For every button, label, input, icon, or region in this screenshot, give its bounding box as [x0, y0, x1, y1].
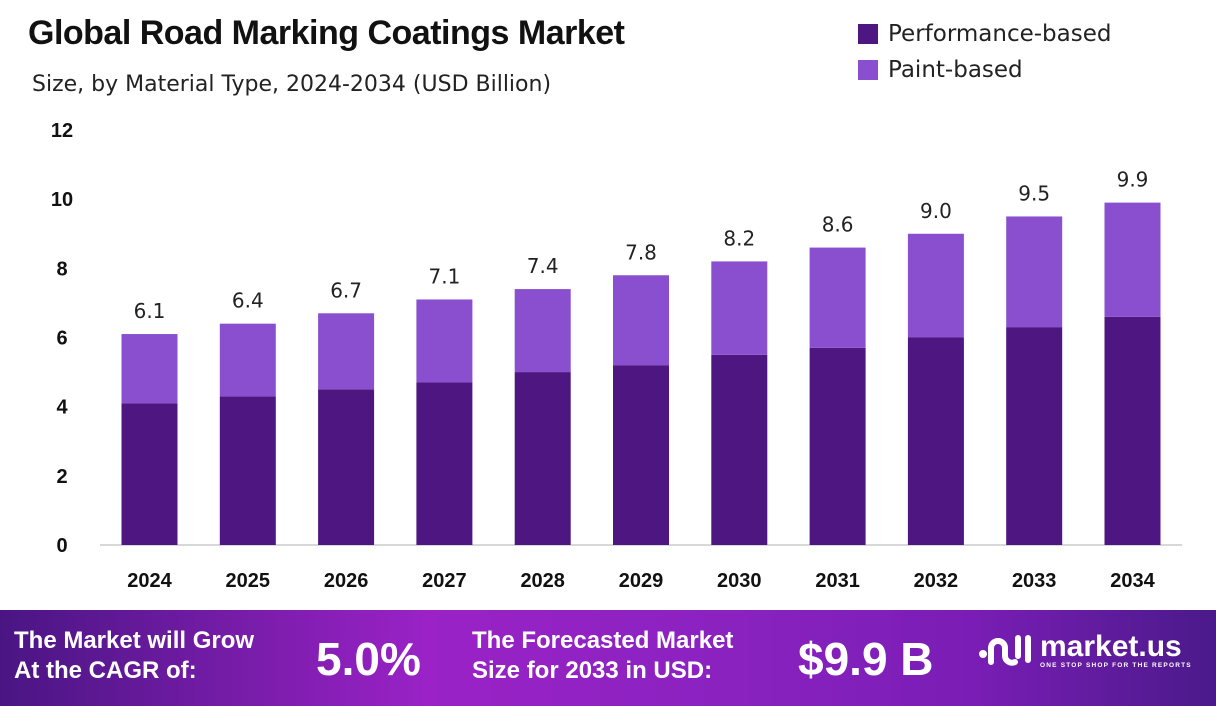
legend-label: Performance-based [888, 21, 1112, 47]
bar-segment-paint [416, 299, 473, 383]
data-label: 8.2 [723, 226, 755, 250]
bar-segment-paint [907, 233, 964, 338]
brand-logo: market.us ONE STOP SHOP FOR THE REPORTS [978, 630, 1192, 670]
x-tick-label: 2028 [520, 570, 565, 592]
legend-item-performance: Performance-based [858, 16, 1111, 52]
y-tick-label: 10 [51, 189, 73, 211]
x-tick-label: 2024 [127, 570, 172, 592]
bar-chart: 0 2 4 6 8 10 12 6.1 2024 6.4 2025 6.7 2026 7.1 2027 7.4… [51, 120, 1182, 592]
forecast-label: The Forecasted Market Size for 2033 in US… [472, 626, 733, 686]
cagr-label-line: At the CAGR of: [14, 657, 197, 684]
x-tick-label: 2025 [226, 570, 271, 592]
data-label: 7.4 [527, 254, 559, 278]
x-tick-label: 2026 [324, 570, 369, 592]
data-label: 7.1 [428, 264, 460, 288]
y-tick-label: 2 [56, 466, 67, 488]
data-label: 9.9 [1117, 168, 1149, 192]
cagr-label: The Market will Grow At the CAGR of: [14, 626, 254, 686]
legend-swatch [858, 24, 878, 44]
footer-banner: The Market will Grow At the CAGR of: 5.0%… [0, 610, 1216, 706]
data-label: 9.0 [920, 199, 952, 223]
bar-segment-performance [514, 372, 571, 545]
bar-segment-performance [613, 365, 669, 545]
bar-segment-paint [514, 289, 571, 373]
y-tick-label: 8 [56, 258, 67, 280]
data-label: 6.1 [134, 299, 166, 323]
bar-segment-paint [318, 313, 375, 390]
bar-segment-performance [809, 347, 866, 545]
y-tick-label: 6 [56, 328, 67, 350]
legend-label: Paint-based [888, 57, 1023, 83]
legend-swatch [858, 60, 878, 80]
x-tick-label: 2034 [1110, 570, 1155, 592]
cagr-value: 5.0% [316, 633, 421, 685]
bar-segment-paint [711, 261, 768, 355]
data-label: 6.4 [232, 289, 264, 313]
bar-segment-performance [416, 382, 473, 545]
x-tick-label: 2031 [815, 570, 860, 592]
bar-segment-paint [219, 323, 276, 397]
y-tick-label: 4 [56, 397, 68, 419]
forecast-value: $9.9 B [798, 633, 934, 685]
chart-subtitle: Size, by Material Type, 2024-2034 (USD B… [32, 72, 552, 97]
legend: Performance-based Paint-based [858, 16, 1111, 88]
bar-segment-performance [219, 396, 276, 545]
bar-segment-paint [1006, 216, 1063, 328]
chart-title: Global Road Marking Coatings Market [28, 14, 625, 52]
bar-segment-performance [121, 403, 178, 545]
brand-name: market.us [1040, 629, 1182, 663]
legend-item-paint: Paint-based [858, 52, 1111, 88]
bar-segment-paint [809, 247, 866, 348]
data-label: 9.5 [1018, 181, 1050, 205]
logo-icon [979, 635, 1031, 666]
x-tick-label: 2027 [422, 570, 467, 592]
x-tick-label: 2032 [914, 570, 959, 592]
bar-segment-performance [907, 337, 964, 545]
bar-segment-performance [1006, 327, 1063, 545]
data-label: 8.6 [822, 213, 854, 237]
forecast-label-line: Size for 2033 in USD: [472, 657, 713, 684]
cagr-label-line: The Market will Grow [14, 627, 255, 654]
bar-segment-performance [318, 389, 375, 545]
bar-segment-performance [1104, 316, 1161, 545]
bar-segment-performance [711, 354, 768, 545]
bar-segment-paint [121, 334, 178, 404]
x-tick-label: 2033 [1012, 570, 1057, 592]
bar-segment-paint [613, 275, 669, 366]
x-tick-label: 2029 [619, 570, 664, 592]
y-tick-label: 12 [51, 120, 73, 142]
forecast-label-line: The Forecasted Market [472, 627, 734, 654]
brand-tagline: ONE STOP SHOP FOR THE REPORTS [1040, 661, 1192, 669]
data-label: 7.8 [625, 240, 657, 264]
data-label: 6.7 [330, 278, 362, 302]
x-tick-label: 2030 [717, 570, 762, 592]
y-tick-label: 0 [56, 535, 67, 557]
bar-segment-paint [1104, 202, 1161, 317]
